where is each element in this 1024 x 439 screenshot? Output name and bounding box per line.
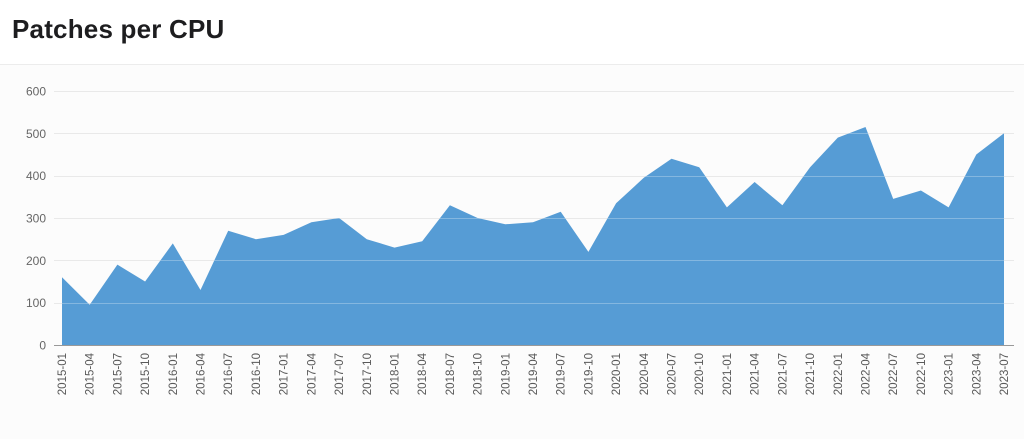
x-tick-label: 2018-01 [389, 353, 401, 395]
x-tick-label: 2016-04 [196, 352, 208, 395]
x-tick-label: 2018-10 [473, 353, 485, 395]
x-tick-label: 2018-04 [417, 352, 429, 395]
x-tick-label: 2020-04 [639, 352, 651, 395]
y-tick-label: 400 [26, 169, 46, 183]
chart-title: Patches per CPU [12, 14, 225, 44]
x-tick-label: 2017-04 [306, 352, 318, 395]
x-tick-label: 2016-10 [251, 353, 263, 395]
x-tick-label: 2016-01 [168, 353, 180, 395]
x-tick-label: 2015-01 [57, 353, 69, 395]
page-header: Patches per CPU [0, 0, 1024, 64]
x-tick-label: 2017-10 [362, 353, 374, 395]
x-tick-label: 2015-10 [140, 353, 152, 395]
y-tick-label: 200 [26, 254, 46, 268]
x-tick-label: 2017-01 [279, 353, 291, 395]
x-tick-label: 2019-07 [556, 353, 568, 395]
x-tick-label: 2021-01 [722, 353, 734, 395]
x-tick-label: 2022-04 [860, 352, 872, 395]
x-tick-label: 2017-07 [334, 353, 346, 395]
y-tick-label: 100 [26, 296, 46, 310]
x-tick-label: 2022-07 [888, 353, 900, 395]
x-tick-label: 2021-04 [750, 352, 762, 395]
x-tick-label: 2021-07 [777, 353, 789, 395]
x-tick-label: 2019-01 [500, 353, 512, 395]
area-chart[interactable]: 0 100 200 300 400 500 600 2015-01 2015-04 2015-07… [0, 64, 1024, 439]
x-tick-label: 2019-04 [528, 352, 540, 395]
y-tick-label: 300 [26, 212, 46, 226]
x-tick-label: 2023-07 [999, 353, 1011, 395]
x-tick-label: 2019-10 [583, 353, 595, 395]
x-tick-label: 2016-07 [223, 353, 235, 395]
x-tick-label: 2015-07 [112, 353, 124, 395]
x-tick-label: 2023-01 [944, 353, 956, 395]
y-tick-label: 600 [26, 85, 46, 99]
x-tick-label: 2022-01 [833, 353, 845, 395]
x-tick-label: 2020-10 [694, 353, 706, 395]
y-tick-label: 0 [39, 339, 46, 353]
area-series[interactable] [62, 127, 1004, 345]
x-tick-label: 2023-04 [971, 352, 983, 395]
x-tick-label: 2015-04 [85, 352, 97, 395]
x-tick-label: 2022-10 [916, 353, 928, 395]
x-tick-label: 2021-10 [805, 353, 817, 395]
x-tick-label: 2018-07 [445, 353, 457, 395]
x-tick-label: 2020-07 [667, 353, 679, 395]
x-tick-label: 2020-01 [611, 353, 623, 395]
y-tick-label: 500 [26, 127, 46, 141]
